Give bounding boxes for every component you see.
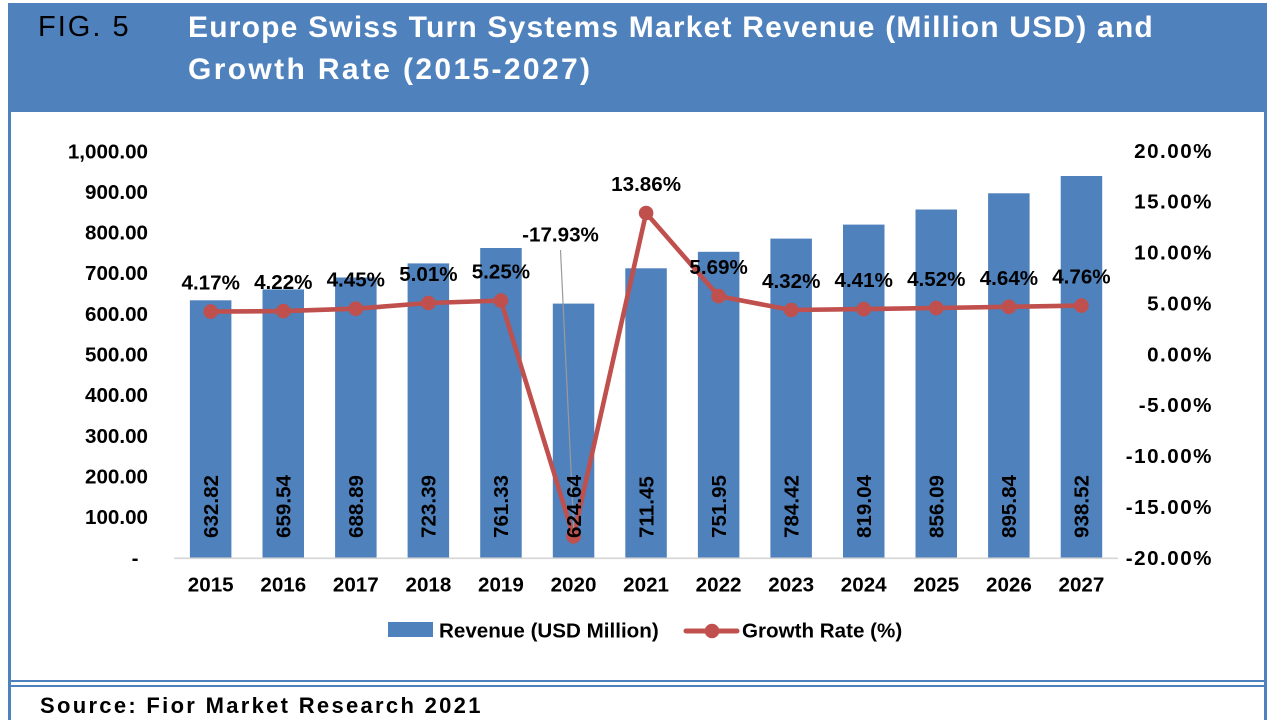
svg-text:2027: 2027 bbox=[1058, 574, 1104, 597]
svg-text:-5.00%: -5.00% bbox=[1139, 394, 1213, 417]
svg-text:20.00%: 20.00% bbox=[1134, 140, 1213, 163]
svg-text:5.69%: 5.69% bbox=[689, 256, 747, 279]
svg-text:400.00: 400.00 bbox=[85, 384, 148, 407]
svg-text:4.17%: 4.17% bbox=[181, 272, 239, 295]
svg-text:761.33: 761.33 bbox=[490, 475, 513, 538]
svg-text:2018: 2018 bbox=[405, 574, 451, 597]
svg-text:-17.93%: -17.93% bbox=[522, 224, 599, 247]
svg-text:856.09: 856.09 bbox=[926, 475, 949, 538]
svg-text:13.86%: 13.86% bbox=[611, 173, 681, 196]
svg-text:2016: 2016 bbox=[260, 574, 306, 597]
svg-text:938.52: 938.52 bbox=[1071, 475, 1094, 538]
svg-text:5.01%: 5.01% bbox=[399, 263, 457, 286]
svg-text:624.64: 624.64 bbox=[563, 474, 586, 538]
svg-text:500.00: 500.00 bbox=[85, 344, 148, 367]
svg-text:2019: 2019 bbox=[478, 574, 524, 597]
svg-text:2020: 2020 bbox=[551, 574, 597, 597]
svg-text:600.00: 600.00 bbox=[85, 303, 148, 326]
svg-text:2023: 2023 bbox=[768, 574, 814, 597]
svg-text:751.95: 751.95 bbox=[708, 475, 731, 538]
svg-text:900.00: 900.00 bbox=[85, 181, 148, 204]
svg-text:632.82: 632.82 bbox=[200, 475, 223, 538]
svg-text:-20.00%: -20.00% bbox=[1126, 547, 1213, 570]
svg-text:Revenue (USD Million): Revenue (USD Million) bbox=[439, 620, 659, 643]
svg-text:819.04: 819.04 bbox=[853, 474, 876, 538]
svg-text:4.64%: 4.64% bbox=[980, 267, 1038, 290]
svg-text:895.84: 895.84 bbox=[998, 474, 1021, 538]
svg-text:200.00: 200.00 bbox=[85, 466, 148, 489]
svg-text:1,000.00: 1,000.00 bbox=[68, 140, 148, 163]
svg-text:2015: 2015 bbox=[188, 574, 234, 597]
svg-text:2025: 2025 bbox=[913, 574, 959, 597]
svg-text:723.39: 723.39 bbox=[418, 475, 441, 538]
svg-text:688.89: 688.89 bbox=[345, 475, 368, 538]
svg-text:Growth Rate (%): Growth Rate (%) bbox=[742, 620, 902, 643]
svg-text:5.25%: 5.25% bbox=[472, 261, 530, 284]
svg-text:-15.00%: -15.00% bbox=[1126, 496, 1213, 519]
svg-text:4.41%: 4.41% bbox=[834, 269, 892, 292]
svg-text:4.32%: 4.32% bbox=[762, 270, 820, 293]
svg-text:300.00: 300.00 bbox=[85, 425, 148, 448]
svg-text:2021: 2021 bbox=[623, 574, 669, 597]
svg-text:800.00: 800.00 bbox=[85, 222, 148, 245]
svg-text:10.00%: 10.00% bbox=[1134, 242, 1213, 265]
svg-text:2017: 2017 bbox=[333, 574, 379, 597]
svg-text:2024: 2024 bbox=[841, 574, 887, 597]
svg-text:15.00%: 15.00% bbox=[1134, 191, 1213, 214]
svg-text:5.00%: 5.00% bbox=[1147, 292, 1213, 315]
svg-text:4.76%: 4.76% bbox=[1052, 266, 1110, 289]
svg-text:0.00%: 0.00% bbox=[1147, 343, 1213, 366]
svg-text:659.54: 659.54 bbox=[273, 474, 296, 538]
svg-text:784.42: 784.42 bbox=[781, 475, 804, 538]
svg-text:2022: 2022 bbox=[696, 574, 742, 597]
svg-text:700.00: 700.00 bbox=[85, 262, 148, 285]
svg-text:4.22%: 4.22% bbox=[254, 271, 312, 294]
svg-text:-10.00%: -10.00% bbox=[1126, 445, 1213, 468]
svg-text:711.45: 711.45 bbox=[635, 476, 658, 538]
svg-text:100.00: 100.00 bbox=[85, 506, 148, 529]
svg-text:4.45%: 4.45% bbox=[327, 269, 385, 292]
svg-text:2026: 2026 bbox=[986, 574, 1032, 597]
svg-text:-: - bbox=[132, 547, 139, 570]
svg-text:4.52%: 4.52% bbox=[907, 268, 965, 291]
